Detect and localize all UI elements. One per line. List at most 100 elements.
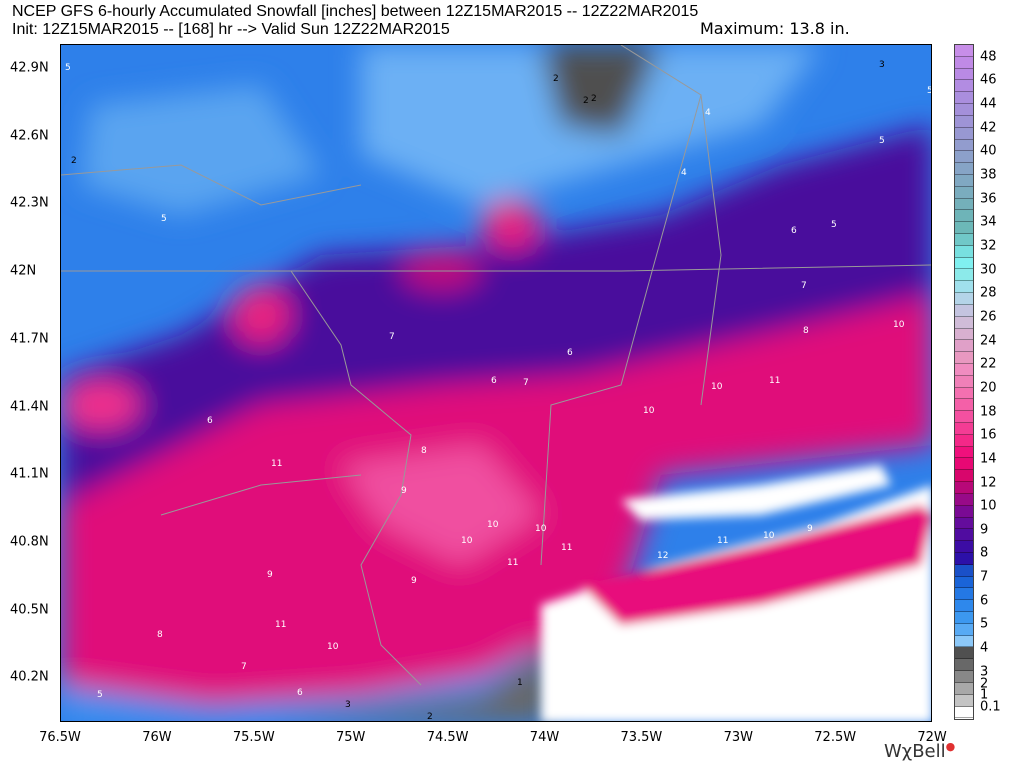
colorbar-swatch [955, 682, 973, 695]
maximum-label: Maximum: 13.8 in. [700, 19, 850, 38]
y-tick-label: 41.4N [10, 399, 49, 414]
colorbar-swatch [955, 186, 973, 199]
contour-label: 10 [535, 524, 547, 534]
colorbar-swatch [955, 411, 973, 423]
contour-label: 5 [831, 220, 837, 230]
y-tick-label: 40.8N [10, 534, 49, 550]
county-borders [61, 45, 931, 686]
contour-label: 5 [161, 214, 167, 224]
map-subtitle: Init: 12Z15MAR2015 -- [168] hr --> Valid… [12, 21, 450, 38]
colorbar-swatch [955, 281, 973, 294]
colorbar-label: 34 [980, 214, 997, 230]
contour-label: 6 [567, 348, 573, 358]
colorbar-swatch [955, 564, 973, 577]
colorbar-swatch [955, 671, 973, 683]
y-tick-label: 40.2N [10, 669, 49, 685]
contour-label: 1 [517, 678, 523, 688]
y-tick-label: 42.6N [10, 128, 49, 144]
wxbell-logo: WχBell● [884, 740, 955, 762]
colorbar-swatch [955, 612, 973, 624]
contour-label: 9 [411, 576, 417, 586]
colorbar-swatch [955, 316, 973, 329]
colorbar-swatch [955, 470, 973, 483]
colorbar-label: 3 [980, 664, 989, 680]
colorbar-label: 0.1 [980, 699, 1001, 715]
colorbar-swatch [955, 340, 973, 353]
colorbar-swatch [955, 647, 973, 660]
colorbar-swatch [955, 104, 973, 116]
colorbar-swatch [955, 659, 973, 672]
colorbar-swatch [955, 423, 973, 435]
contour-label: 10 [763, 531, 775, 541]
colorbar-label: 4 [980, 640, 989, 656]
colorbar-swatch [955, 446, 973, 459]
contour-label: 11 [769, 376, 780, 386]
x-tick-label: 72W [917, 730, 947, 745]
colorbar-swatch [955, 458, 973, 471]
contour-label: 11 [271, 459, 282, 469]
contour-label: 8 [803, 326, 809, 336]
colorbar-label: 48 [980, 49, 997, 65]
colorbar-swatch [955, 399, 973, 412]
contour-label: 7 [523, 378, 529, 388]
contour-label: 12 [657, 551, 668, 561]
contour-label: 9 [807, 524, 813, 534]
colorbar-swatch [955, 352, 973, 364]
contour-label: 8 [157, 630, 163, 640]
colorbar-swatch [955, 505, 973, 518]
contour-label: 10 [711, 382, 723, 392]
colorbar-swatch [955, 694, 973, 707]
contour-label: 6 [297, 688, 303, 698]
colorbar-label: 20 [980, 380, 997, 396]
y-tick-label: 42.3N [10, 195, 49, 211]
colorbar-swatch [955, 375, 973, 388]
colorbar-label: 16 [980, 427, 997, 443]
colorbar-label: 32 [980, 238, 997, 254]
colorbar-label: 5 [980, 616, 989, 632]
contour-label: 11 [507, 558, 518, 568]
contour-label: 7 [801, 281, 807, 291]
colorbar-swatch [955, 174, 973, 187]
logo-text: WχBell [884, 741, 946, 762]
colorbar-swatch [955, 234, 973, 246]
contour-label: 2 [583, 96, 589, 106]
x-tick-label: 72.5W [814, 730, 857, 745]
colorbar-swatch [955, 257, 973, 270]
colorbar-label: 38 [980, 167, 997, 183]
contour-label: 7 [241, 662, 247, 672]
colorbar-swatch [955, 68, 973, 81]
contour-label: 11 [717, 536, 728, 546]
map-title: NCEP GFS 6-hourly Accumulated Snowfall [… [12, 3, 699, 20]
contour-label: 2 [71, 156, 77, 166]
contour-label: 2 [591, 94, 597, 104]
colorbar-label: 10 [980, 498, 997, 514]
colorbar-swatch [955, 588, 973, 601]
colorbar-swatch [955, 56, 973, 69]
contour-label: 5 [65, 63, 71, 73]
contour-label: 6 [491, 376, 497, 386]
x-tick-label: 74W [529, 730, 560, 745]
colorbar-swatch [955, 245, 973, 258]
contour-labels: 2223445556527678101011107661189101010111… [65, 60, 932, 721]
colorbar-swatch [955, 115, 973, 128]
colorbar-swatch [955, 482, 973, 494]
colorbar-label: 44 [980, 96, 997, 112]
colorbar-swatch [955, 80, 973, 93]
colorbar-label: 7 [980, 569, 989, 585]
contour-label: 5 [927, 86, 932, 96]
colorbar-swatch [955, 293, 973, 305]
ocean [541, 465, 931, 721]
x-tick-label: 73.5W [620, 730, 663, 745]
contour-label: 4 [681, 168, 687, 178]
contour-label: 11 [561, 543, 572, 553]
colorbar-label: 36 [980, 191, 997, 207]
colorbar-label: 6 [980, 593, 989, 609]
contour-label: 6 [791, 226, 797, 236]
contour-label: 8 [421, 446, 427, 456]
colorbar-label: 26 [980, 309, 997, 325]
y-tick-label: 40.5N [10, 602, 49, 618]
colorbar-swatch [955, 600, 973, 612]
y-tick-label: 42.9N [10, 60, 49, 76]
contour-label: 10 [461, 536, 473, 546]
contour-label: 6 [207, 416, 213, 426]
